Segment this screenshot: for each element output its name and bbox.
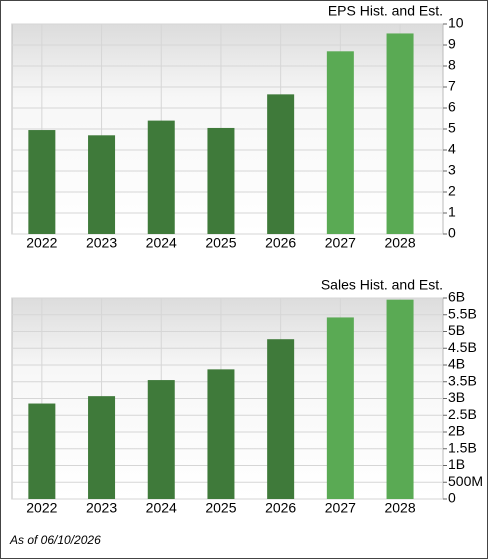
y-tick-label: 5B: [448, 322, 465, 338]
y-tick-label: 10: [448, 15, 464, 31]
y-tick-label: 2.5B: [448, 406, 477, 422]
x-tick-label: 2028: [384, 500, 415, 516]
bar: [28, 130, 56, 234]
y-tick-label: 2B: [448, 423, 465, 439]
bar: [28, 403, 56, 499]
x-tick-label: 2023: [86, 500, 117, 516]
footer: As of 06/10/2026: [9, 533, 101, 547]
y-tick-label: 5: [448, 120, 456, 136]
x-tick-label: 2025: [205, 500, 236, 516]
bar: [207, 369, 235, 499]
chart-title: EPS Hist. and Est.: [328, 3, 443, 19]
y-tick-label: 3: [448, 162, 456, 178]
x-tick-label: 2026: [265, 500, 296, 516]
bar: [267, 94, 295, 234]
y-tick-label: 0: [448, 225, 456, 241]
chart-title: Sales Hist. and Est.: [321, 277, 443, 293]
y-tick-label: 0: [448, 490, 456, 506]
x-tick-label: 2022: [26, 500, 57, 516]
bar: [88, 135, 116, 234]
x-tick-label: 2027: [325, 500, 356, 516]
y-tick-label: 3B: [448, 389, 465, 405]
bar: [386, 33, 414, 235]
y-tick-label: 1B: [448, 456, 465, 472]
x-tick-label: 2024: [146, 500, 177, 516]
bar: [326, 317, 354, 499]
y-tick-label: 6: [448, 99, 456, 115]
y-tick-label: 8: [448, 57, 456, 73]
y-tick-label: 1.5B: [448, 439, 477, 455]
y-tick-label: 6B: [448, 289, 465, 305]
bar: [147, 120, 175, 234]
x-tick-label: 2022: [26, 235, 57, 251]
y-tick-label: 9: [448, 36, 456, 52]
y-tick-label: 4: [448, 141, 456, 157]
y-tick-label: 3.5B: [448, 372, 477, 388]
y-tick-label: 500M: [448, 473, 483, 489]
y-tick-label: 5.5B: [448, 305, 477, 321]
x-tick-label: 2023: [86, 235, 117, 251]
x-tick-label: 2026: [265, 235, 296, 251]
x-tick-label: 2024: [146, 235, 177, 251]
bar: [207, 127, 235, 234]
y-tick-label: 4.5B: [448, 339, 477, 355]
x-tick-label: 2028: [384, 235, 415, 251]
y-tick-label: 7: [448, 78, 456, 94]
bar: [267, 339, 295, 499]
x-tick-label: 2027: [325, 235, 356, 251]
y-tick-label: 1: [448, 204, 456, 220]
bar: [147, 380, 175, 499]
bar: [88, 396, 116, 499]
bar: [326, 51, 354, 234]
y-tick-label: 4B: [448, 356, 465, 372]
y-tick-label: 2: [448, 183, 456, 199]
x-tick-label: 2025: [205, 235, 236, 251]
bar: [386, 299, 414, 499]
